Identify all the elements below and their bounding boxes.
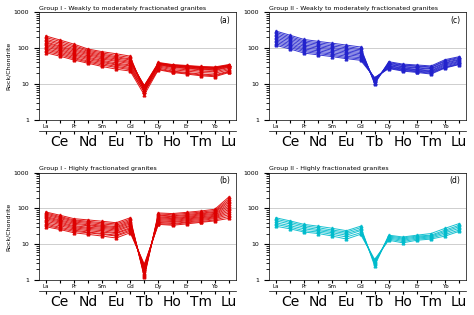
Y-axis label: Rock/Chondrite: Rock/Chondrite — [6, 42, 10, 90]
Text: (c): (c) — [450, 15, 460, 25]
Text: Group I - Highly fractionated granites: Group I - Highly fractionated granites — [38, 166, 156, 171]
Y-axis label: Rock/Chondrite: Rock/Chondrite — [6, 202, 10, 250]
Text: Group I - Weakly to moderately fractionated granites: Group I - Weakly to moderately fractiona… — [38, 6, 206, 11]
Text: (b): (b) — [219, 176, 230, 185]
Text: (a): (a) — [219, 15, 230, 25]
Text: Group II - Highly fractionated granites: Group II - Highly fractionated granites — [269, 166, 389, 171]
Text: (d): (d) — [449, 176, 460, 185]
Text: Group II - Weakly to moderately fractionated granites: Group II - Weakly to moderately fraction… — [269, 6, 438, 11]
